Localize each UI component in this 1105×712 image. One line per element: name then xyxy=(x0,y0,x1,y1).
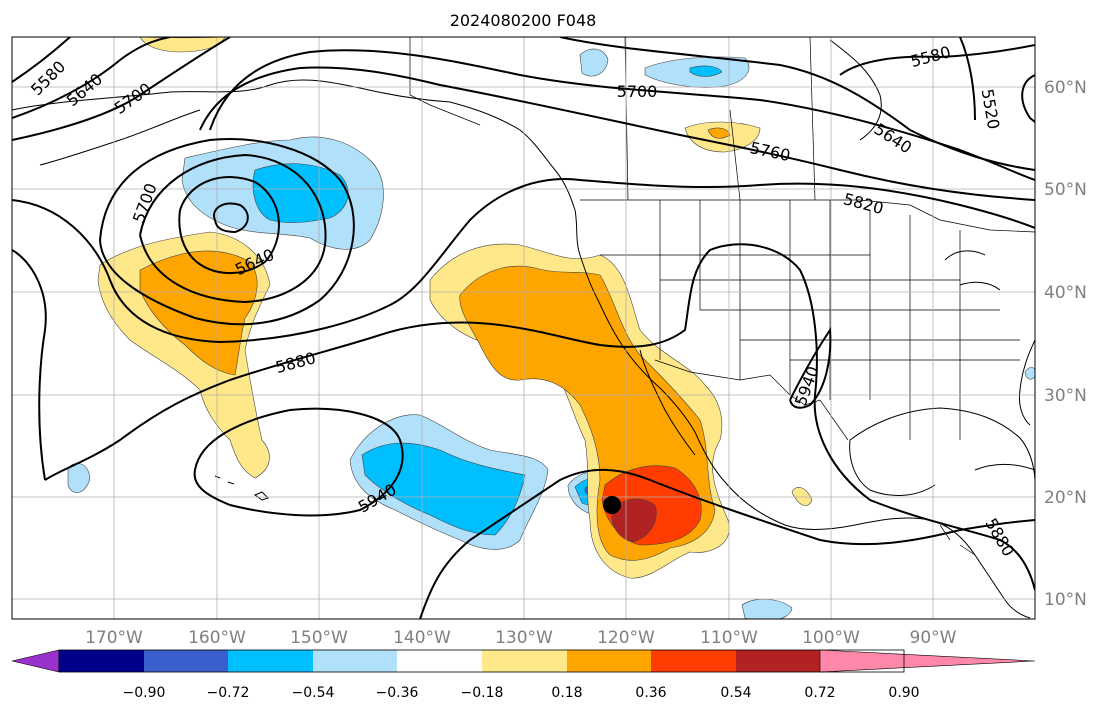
map-title: 2024080200 F048 xyxy=(450,11,597,30)
border-alaska-canada xyxy=(409,37,481,126)
lon-tick-label: 160°W xyxy=(188,628,246,648)
colorbar-tick-labels: −0.90 −0.72 −0.54 −0.36 −0.18 0.18 0.36 … xyxy=(123,685,920,701)
contour-low-5700 xyxy=(139,153,327,304)
colorbar-tick-label: 0.54 xyxy=(720,685,751,701)
colorbar-segment xyxy=(567,650,651,672)
shade-negative-light-alaska xyxy=(579,48,609,77)
colorbar-tick-label: −0.18 xyxy=(461,685,504,701)
lat-tick-label: 30°N xyxy=(1044,386,1087,406)
colorbar-segment xyxy=(651,650,736,672)
colorbar-segment xyxy=(144,650,228,672)
lon-tick-label: 130°W xyxy=(495,628,553,648)
contour-5580-ne xyxy=(839,44,1035,76)
coastline-cuba xyxy=(974,463,1035,471)
coastline-aleutians xyxy=(39,109,201,166)
colorbar-segment xyxy=(228,650,313,672)
lon-tick-label: 90°W xyxy=(910,628,957,648)
shade-negative-light-atlantic xyxy=(1024,367,1035,380)
coastline-alaska xyxy=(12,79,576,211)
coastline-baja xyxy=(639,349,696,456)
shade-negative-medium-hudson xyxy=(689,65,723,77)
map-panel: 5580 5640 5700 5700 5580 5520 5640 5760 … xyxy=(11,36,1036,620)
coastline-us-east xyxy=(1019,339,1035,426)
shade-negative-medium-centralpacific xyxy=(361,442,526,536)
lat-tick-label: 10°N xyxy=(1044,590,1087,610)
colorbar-tick-label: 0.90 xyxy=(888,685,919,701)
shade-positive-light-gulf xyxy=(791,487,813,506)
colorbar-tick-label: 0.36 xyxy=(635,685,666,701)
contour-5880 xyxy=(12,243,1035,591)
lon-tick-label: 170°W xyxy=(85,628,143,648)
contour-5580-nw xyxy=(12,37,71,83)
border-canada-provinces xyxy=(624,37,816,201)
colorbar-outline xyxy=(58,649,905,673)
contour-5940-mexico xyxy=(789,326,832,409)
shade-positive-dark-mexico xyxy=(611,498,657,543)
border-states-grid xyxy=(600,200,1020,440)
colorbar-tick-label: −0.72 xyxy=(207,685,250,701)
contour-5520-east xyxy=(1021,74,1035,123)
colorbar-tick-label: −0.54 xyxy=(292,685,335,701)
lon-tick-label: 120°W xyxy=(597,628,655,648)
contour-5940-hawaii xyxy=(193,407,404,517)
colorbar-segment xyxy=(397,650,482,672)
coastline-hawaii xyxy=(214,475,269,501)
lon-tick-label: 100°W xyxy=(802,628,860,648)
lon-tick-label: 150°W xyxy=(290,628,348,648)
map-frame xyxy=(11,36,1036,620)
storm-center-marker xyxy=(603,496,621,514)
coastline-hudson xyxy=(829,39,882,141)
contour-low-inner xyxy=(213,202,249,234)
colorbar-tick-label: −0.90 xyxy=(123,685,166,701)
colorbar-segment xyxy=(313,650,397,672)
colorbar-tick-label: 0.72 xyxy=(804,685,835,701)
coastline-greatlakes xyxy=(944,250,1001,291)
contour-5700-nw xyxy=(12,37,231,141)
colorbar-tick-label: −0.36 xyxy=(376,685,419,701)
border-us-mexico xyxy=(654,359,849,441)
border-us-canada xyxy=(580,199,1035,233)
latitude-labels: 60°N 50°N 40°N 30°N 20°N 10°N xyxy=(1044,78,1087,610)
gridlines xyxy=(12,37,1035,619)
lat-tick-label: 50°N xyxy=(1044,180,1087,200)
colorbar-extend-high xyxy=(819,649,1036,673)
lon-tick-label: 140°W xyxy=(393,628,451,648)
colorbar-extend-low xyxy=(11,649,60,673)
lat-tick-label: 60°N xyxy=(1044,78,1087,98)
contour-5640-north xyxy=(559,37,1035,171)
contour-5760-north xyxy=(199,66,1035,201)
contour-5640-nw xyxy=(12,37,171,119)
contour-5820-big xyxy=(12,178,1035,344)
height-contours xyxy=(12,37,1035,619)
contour-low-5640 xyxy=(178,176,280,275)
political-borders xyxy=(409,37,1035,556)
lon-tick-label: 110°W xyxy=(700,628,758,648)
colorbar-segment xyxy=(736,650,820,672)
contour-5520-ne xyxy=(959,37,976,121)
shade-negative-light-south xyxy=(741,599,793,619)
colorbar-tick-label: 0.18 xyxy=(551,685,582,701)
colorbar-segment xyxy=(59,650,144,672)
colorbar xyxy=(11,649,1036,673)
contour-5940-south xyxy=(419,468,1035,619)
coastline-gulf-mexico xyxy=(849,407,1035,496)
border-central-america xyxy=(939,524,976,556)
longitude-labels: 170°W 160°W 150°W 140°W 130°W 120°W 110°… xyxy=(85,628,957,648)
colorbar-segment xyxy=(482,650,567,672)
lat-tick-label: 20°N xyxy=(1044,488,1087,508)
contour-low-5760 xyxy=(99,138,355,326)
shade-positive-medium-canada xyxy=(707,127,731,139)
contour-label: 5700 xyxy=(617,82,658,101)
lat-tick-label: 40°N xyxy=(1044,283,1087,303)
